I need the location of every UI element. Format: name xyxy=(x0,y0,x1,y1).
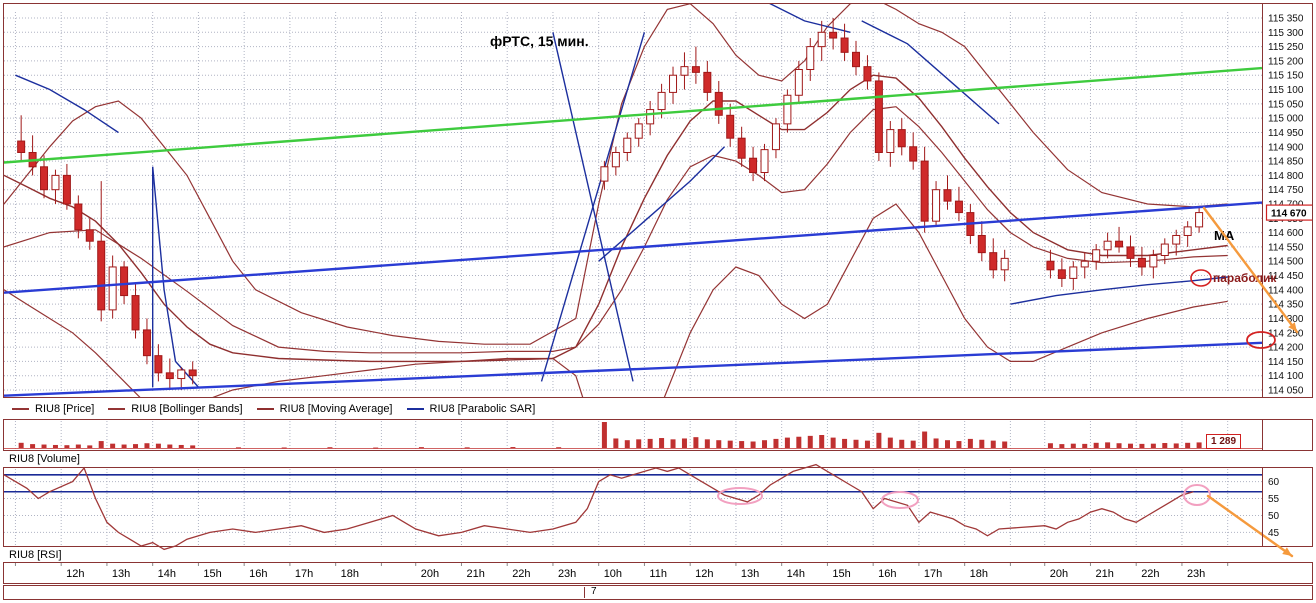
svg-text:114 450: 114 450 xyxy=(1268,271,1304,282)
volume-canvas[interactable] xyxy=(4,420,1312,450)
svg-text:17h: 17h xyxy=(924,568,942,580)
svg-text:12h: 12h xyxy=(66,568,84,580)
date-label: 7 xyxy=(591,586,597,597)
rsi-highlight-circle xyxy=(1183,484,1211,506)
svg-text:114 950: 114 950 xyxy=(1268,128,1304,139)
svg-text:21h: 21h xyxy=(466,568,484,580)
date-divider xyxy=(584,587,585,598)
svg-text:17h: 17h xyxy=(295,568,313,580)
price-chart-panel: 115 350 115 300 115 250 115 200 115 150 115 1… xyxy=(3,3,1313,398)
svg-text:114 300: 114 300 xyxy=(1268,314,1304,325)
plot-layer xyxy=(4,4,1262,397)
legend-label-price: RIU8 [Price] xyxy=(35,402,95,415)
svg-text:15h: 15h xyxy=(832,568,850,580)
svg-text:20h: 20h xyxy=(421,568,439,580)
svg-text:60: 60 xyxy=(1268,477,1280,488)
svg-text:115 000: 115 000 xyxy=(1268,114,1304,125)
svg-text:10h: 10h xyxy=(604,568,622,580)
svg-text:115 350: 115 350 xyxy=(1268,14,1304,25)
svg-text:55: 55 xyxy=(1268,494,1280,505)
svg-text:114 900: 114 900 xyxy=(1268,142,1304,153)
svg-text:14h: 14h xyxy=(158,568,176,580)
svg-text:114 050: 114 050 xyxy=(1268,386,1304,397)
svg-text:114 250: 114 250 xyxy=(1268,328,1304,339)
svg-text:11h: 11h xyxy=(649,568,667,580)
svg-text:114 750: 114 750 xyxy=(1268,185,1304,196)
time-axis-panel: 12h 13h 14h 15h 16h 17h 18h 20h 21h 22h 23h 10h 11h 1… xyxy=(3,562,1313,584)
chart-title: фРТС, 15 мин. xyxy=(490,33,589,49)
svg-text:114 200: 114 200 xyxy=(1268,343,1304,354)
svg-text:114 350: 114 350 xyxy=(1268,300,1304,311)
svg-text:23h: 23h xyxy=(558,568,576,580)
volume-panel-label: RIU8 [Volume] xyxy=(9,453,80,465)
sar-highlight-circle xyxy=(1190,269,1212,287)
legend-item-parabolic-sar: RIU8 [Parabolic SAR] xyxy=(406,402,536,415)
legend-label-parabolic-sar: RIU8 [Parabolic SAR] xyxy=(429,402,536,415)
rsi-canvas[interactable]: 60 55 50 45 xyxy=(3,463,1312,558)
svg-text:114 100: 114 100 xyxy=(1268,371,1304,382)
svg-text:23h: 23h xyxy=(1187,568,1205,580)
bollinger-line-swatch xyxy=(108,407,126,410)
volume-last-value-badge: 1 289 xyxy=(1206,434,1242,449)
svg-text:114 800: 114 800 xyxy=(1268,171,1304,182)
svg-text:114 400: 114 400 xyxy=(1268,285,1304,296)
svg-text:114 550: 114 550 xyxy=(1268,242,1304,253)
candles-layer xyxy=(17,18,1204,390)
rsi-panel-label: RIU8 [RSI] xyxy=(9,549,62,561)
svg-text:13h: 13h xyxy=(112,568,130,580)
main-chart-legend: RIU8 [Price] RIU8 [Bollinger Bands] RIU8… xyxy=(12,401,535,416)
legend-item-price: RIU8 [Price] xyxy=(12,403,94,415)
legend-label-bollinger: RIU8 [Bollinger Bands] xyxy=(131,402,243,415)
svg-text:115 300: 115 300 xyxy=(1268,28,1304,39)
svg-text:115 150: 115 150 xyxy=(1268,71,1304,82)
svg-text:16h: 16h xyxy=(249,568,267,580)
time-axis-canvas[interactable]: 12h 13h 14h 15h 16h 17h 18h 20h 21h 22h 23h 10h 11h 1… xyxy=(4,563,1312,583)
moving-average-line-swatch xyxy=(256,407,274,410)
svg-text:114 850: 114 850 xyxy=(1268,157,1304,168)
parabolic-sar-line-swatch xyxy=(406,407,424,410)
svg-text:45: 45 xyxy=(1268,528,1280,539)
svg-text:114 150: 114 150 xyxy=(1268,357,1304,368)
svg-text:18h: 18h xyxy=(970,568,988,580)
svg-text:114 500: 114 500 xyxy=(1268,257,1304,268)
svg-text:13h: 13h xyxy=(741,568,759,580)
price-target-circle xyxy=(1246,331,1276,349)
legend-label-moving-average: RIU8 [Moving Average] xyxy=(279,402,393,415)
svg-text:14h: 14h xyxy=(787,568,805,580)
svg-text:22h: 22h xyxy=(1141,568,1159,580)
svg-text:115 200: 115 200 xyxy=(1268,56,1304,67)
legend-item-moving-average: RIU8 [Moving Average] xyxy=(256,402,393,415)
rsi-panel: 60 55 50 45 xyxy=(3,463,1313,558)
svg-text:22h: 22h xyxy=(512,568,530,580)
svg-text:16h: 16h xyxy=(878,568,896,580)
svg-text:20h: 20h xyxy=(1050,568,1068,580)
last-price-value: 114 670 xyxy=(1271,209,1307,220)
volume-panel xyxy=(3,419,1313,451)
svg-text:18h: 18h xyxy=(341,568,359,580)
rsi-highlight-circle xyxy=(717,487,763,505)
legend-item-bollinger: RIU8 [Bollinger Bands] xyxy=(108,402,243,415)
svg-text:12h: 12h xyxy=(695,568,713,580)
svg-text:115 250: 115 250 xyxy=(1268,42,1304,53)
rsi-highlight-circle xyxy=(881,491,919,509)
svg-text:115 050: 115 050 xyxy=(1268,99,1304,110)
price-chart-canvas[interactable]: 115 350 115 300 115 250 115 200 115 150 115 1… xyxy=(4,4,1312,397)
price-line-swatch xyxy=(12,407,29,410)
svg-text:50: 50 xyxy=(1268,511,1280,522)
svg-text:15h: 15h xyxy=(203,568,221,580)
date-axis-panel: 7 xyxy=(3,585,1313,600)
parabolic-annotation-label: параболик xyxy=(1213,271,1277,285)
last-price-box xyxy=(1265,204,1312,221)
main-annotations: фРТС, 15 мин.MAпараболик114 670 xyxy=(490,33,1312,349)
svg-text:115 100: 115 100 xyxy=(1268,85,1304,96)
svg-text:21h: 21h xyxy=(1095,568,1113,580)
svg-text:114 600: 114 600 xyxy=(1268,228,1304,239)
